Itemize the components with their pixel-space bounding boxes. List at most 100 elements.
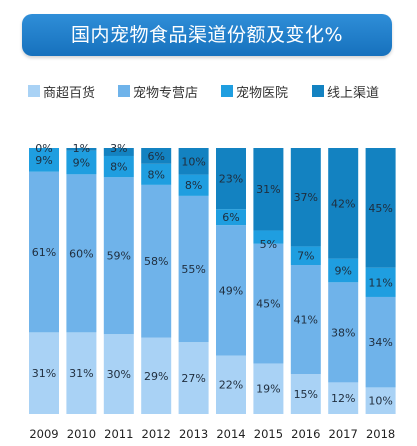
x-tick-label-2016: 2016 (291, 427, 320, 441)
bar-segment-supermarket-2010 (66, 332, 97, 414)
bar-segment-pet-store-2010 (66, 174, 97, 333)
legend-swatch-pet-hospital (221, 85, 233, 97)
value-label-pet-store-2011: 59% (107, 250, 131, 263)
bar-segment-supermarket-2018 (365, 387, 396, 414)
value-label-pet-hospital-2009: 9% (35, 154, 52, 167)
value-label-pet-store-2018: 34% (368, 336, 392, 349)
value-label-supermarket-2014: 22% (219, 379, 243, 392)
value-label-supermarket-2016: 15% (294, 388, 318, 401)
value-label-online-2013: 10% (181, 155, 205, 168)
bar-segment-pet-store-2011 (103, 177, 134, 335)
bar-segment-online-2017 (328, 148, 359, 259)
value-label-online-2016: 37% (294, 191, 318, 204)
bar-segment-online-2012 (141, 148, 172, 164)
value-label-pet-hospital-2015: 5% (260, 238, 277, 251)
value-label-supermarket-2013: 27% (181, 372, 205, 385)
bar-segment-pet-hospital-2013 (178, 174, 209, 196)
value-label-pet-store-2012: 58% (144, 255, 168, 268)
bar-group-2010: 31% 60% 9%1% (66, 142, 97, 414)
legend-label-supermarket: 商超百货 (43, 85, 96, 101)
value-label-online-2017: 42% (331, 197, 355, 210)
bar-segment-supermarket-2011 (103, 334, 134, 414)
bar-segment-pet-store-2015 (253, 243, 284, 364)
legend-item-pet-hospital: 宠物医院 (221, 80, 288, 102)
bar-group-2014: 22% 49% 6% 23% (216, 148, 246, 414)
bar-group-2015: 19% 45% 5% 31% (253, 148, 284, 414)
bar-segment-online-2011 (103, 148, 134, 156)
bar-segment-pet-store-2012 (141, 184, 172, 338)
value-label-online-2011: 3% (110, 142, 127, 155)
x-tick-label-2017: 2017 (329, 427, 358, 441)
x-tick-label-2009: 2009 (29, 427, 58, 441)
value-label-pet-hospital-2016: 7% (297, 250, 314, 263)
legend-item-supermarket: 商超百货 (28, 80, 95, 102)
bar-segment-online-2018 (365, 148, 396, 268)
bar-segment-online-2016 (290, 148, 321, 247)
bar-segment-pet-store-2013 (178, 195, 209, 343)
legend-swatch-supermarket (28, 85, 40, 97)
legend-swatch-online (312, 85, 324, 97)
value-label-supermarket-2018: 10% (368, 395, 392, 408)
bar-segment-pet-hospital-2016 (290, 246, 321, 266)
x-tick-label-2010: 2010 (67, 427, 96, 441)
value-label-pet-hospital-2010: 9% (73, 156, 90, 169)
legend-item-pet-store: 宠物专营店 (118, 80, 198, 102)
bar-segment-pet-store-2014 (216, 225, 246, 356)
value-label-supermarket-2017: 12% (331, 392, 355, 405)
bar-segment-pet-hospital-2010 (66, 150, 97, 175)
legend-label-pet-hospital: 宠物医院 (236, 85, 289, 101)
bar-group-2018: 10% 34% 11% 45% (365, 148, 396, 414)
value-label-pet-hospital-2018: 11% (368, 276, 392, 289)
bar-segment-pet-store-2009 (29, 171, 59, 333)
value-label-pet-hospital-2013: 8% (185, 179, 202, 192)
value-label-supermarket-2010: 31% (69, 367, 93, 380)
bar-group-2011: 30% 59% 8% 3% (103, 142, 134, 414)
x-tick-label-2012: 2012 (142, 427, 171, 441)
bar-segment-supermarket-2012 (141, 337, 172, 414)
value-label-pet-store-2016: 41% (294, 314, 318, 327)
bar-group-2009: 31% 61% 9%0% (29, 142, 59, 414)
value-label-supermarket-2015: 19% (256, 383, 280, 396)
value-label-online-2015: 31% (256, 183, 280, 196)
bar-segment-pet-store-2016 (290, 265, 321, 375)
value-label-online-2010: 1% (73, 142, 90, 155)
x-tick-label-2014: 2014 (216, 427, 245, 441)
value-label-pet-store-2017: 38% (331, 326, 355, 339)
value-label-pet-store-2009: 61% (32, 246, 56, 259)
bar-segment-online-2010 (66, 148, 97, 151)
value-label-supermarket-2012: 29% (144, 370, 168, 383)
bar-group-2012: 29% 58% 8% 6% (141, 148, 172, 414)
bar-group-2017: 12% 38% 9% 42% (328, 148, 359, 414)
value-label-pet-store-2014: 49% (219, 284, 243, 297)
bar-segment-online-2015 (253, 148, 284, 231)
value-label-supermarket-2011: 30% (107, 368, 131, 381)
value-label-pet-hospital-2017: 9% (334, 264, 351, 277)
bar-segment-pet-hospital-2012 (141, 163, 172, 185)
value-label-online-2009: 0% (35, 142, 52, 155)
bar-segment-supermarket-2014 (216, 355, 246, 414)
value-label-online-2012: 6% (147, 150, 164, 163)
legend-label-online: 线上渠道 (327, 85, 380, 101)
value-label-online-2014: 23% (219, 173, 243, 186)
value-label-online-2018: 45% (368, 202, 392, 215)
value-label-supermarket-2009: 31% (32, 367, 56, 380)
x-tick-label-2013: 2013 (179, 427, 208, 441)
bar-segment-pet-hospital-2017 (328, 258, 359, 283)
bar-segment-pet-hospital-2011 (103, 155, 134, 178)
bar-segment-supermarket-2016 (290, 374, 321, 414)
x-tick-label-2018: 2018 (366, 427, 395, 441)
bar-segment-supermarket-2013 (178, 342, 209, 414)
bar-group-2013: 27% 55% 8% 10% (178, 148, 209, 414)
bar-segment-pet-store-2018 (365, 296, 396, 388)
value-label-pet-store-2013: 55% (181, 263, 205, 276)
bar-segment-online-2013 (178, 148, 209, 175)
x-tick-label-2011: 2011 (104, 427, 133, 441)
legend-label-pet-store: 宠物专营店 (133, 85, 199, 101)
bar-segment-supermarket-2009 (29, 332, 59, 414)
value-label-pet-hospital-2011: 8% (110, 161, 127, 174)
legend-item-online: 线上渠道 (312, 80, 379, 102)
bar-segment-pet-hospital-2014 (216, 209, 246, 226)
value-label-pet-store-2010: 60% (69, 247, 93, 260)
bar-segment-pet-hospital-2018 (365, 267, 396, 297)
